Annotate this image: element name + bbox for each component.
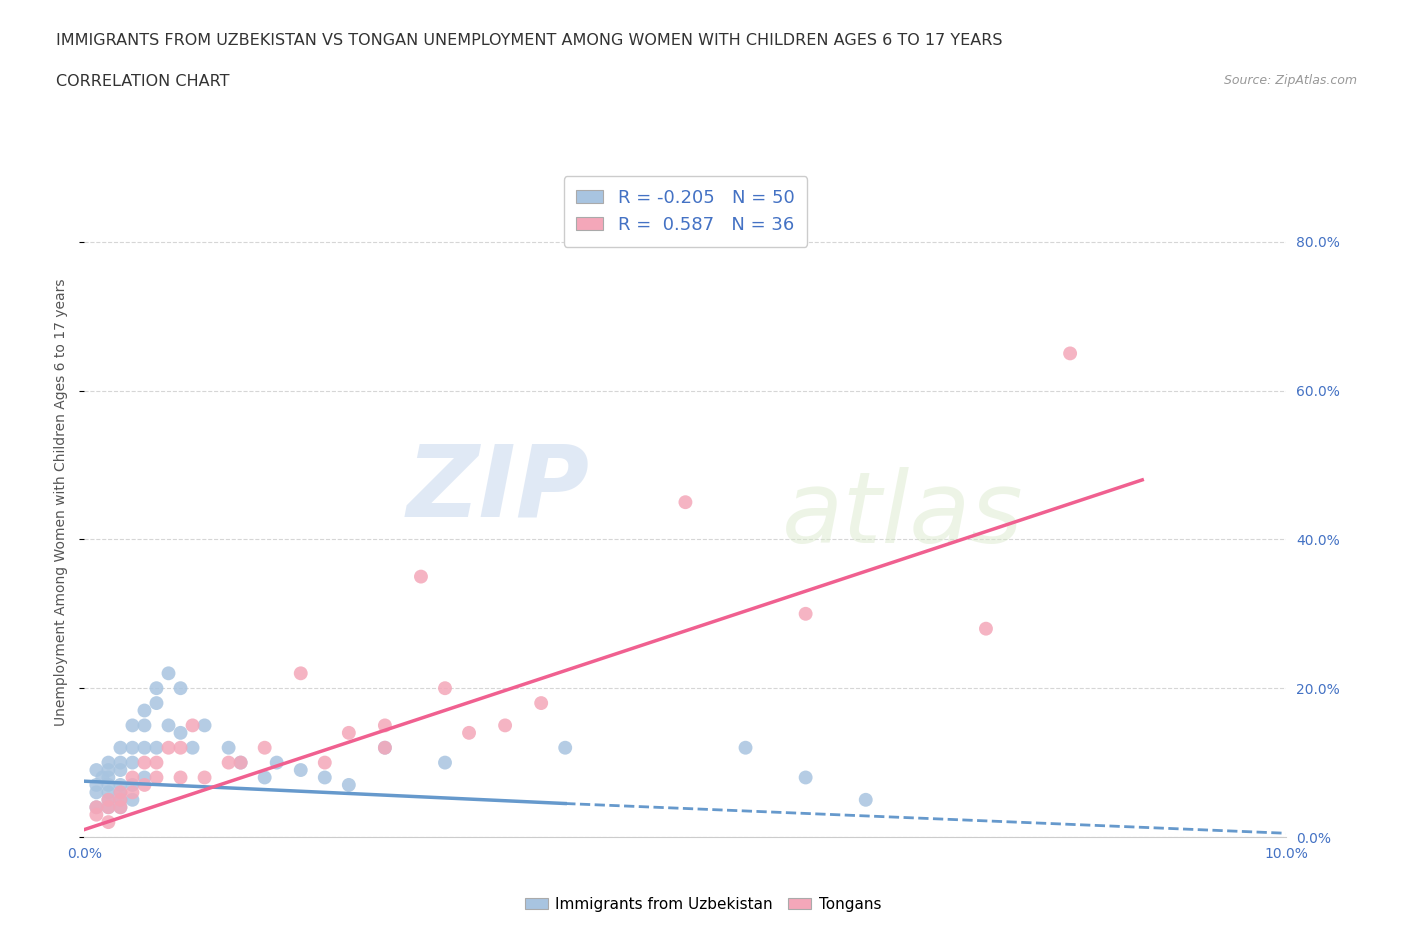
Legend: Immigrants from Uzbekistan, Tongans: Immigrants from Uzbekistan, Tongans <box>519 891 887 918</box>
Point <box>110 800 132 815</box>
Y-axis label: Unemployment Among Women with Children Ages 6 to 17 years: Unemployment Among Women with Children A… <box>53 278 67 726</box>
Point <box>145 696 167 711</box>
Point <box>110 777 132 792</box>
Text: CORRELATION CHART: CORRELATION CHART <box>56 74 229 89</box>
Point <box>229 755 252 770</box>
Point <box>86 785 108 800</box>
Point <box>794 606 817 621</box>
Point <box>86 800 108 815</box>
Point <box>134 770 156 785</box>
Point <box>97 770 120 785</box>
Point <box>253 770 276 785</box>
Point <box>409 569 432 584</box>
Point <box>145 681 167 696</box>
Point <box>554 740 576 755</box>
Point <box>337 725 360 740</box>
Point <box>675 495 697 510</box>
Point <box>121 740 143 755</box>
Point <box>86 807 108 822</box>
Point <box>110 785 132 800</box>
Point <box>97 800 120 815</box>
Point <box>218 755 240 770</box>
Point <box>1059 346 1081 361</box>
Point <box>86 777 108 792</box>
Point <box>290 666 312 681</box>
Point <box>121 792 143 807</box>
Point <box>110 755 132 770</box>
Point <box>266 755 288 770</box>
Point <box>97 755 120 770</box>
Point <box>374 740 396 755</box>
Point <box>97 763 120 777</box>
Point <box>134 777 156 792</box>
Point <box>97 800 120 815</box>
Point <box>194 718 217 733</box>
Legend: R = -0.205   N = 50, R =  0.587   N = 36: R = -0.205 N = 50, R = 0.587 N = 36 <box>564 177 807 246</box>
Point <box>337 777 360 792</box>
Point <box>110 785 132 800</box>
Point <box>855 792 877 807</box>
Text: Source: ZipAtlas.com: Source: ZipAtlas.com <box>1223 74 1357 87</box>
Point <box>121 777 143 792</box>
Point <box>974 621 997 636</box>
Point <box>110 763 132 777</box>
Text: IMMIGRANTS FROM UZBEKISTAN VS TONGAN UNEMPLOYMENT AMONG WOMEN WITH CHILDREN AGES: IMMIGRANTS FROM UZBEKISTAN VS TONGAN UNE… <box>56 33 1002 47</box>
Point <box>134 755 156 770</box>
Point <box>530 696 553 711</box>
Point <box>494 718 516 733</box>
Point <box>121 770 143 785</box>
Point <box>169 770 191 785</box>
Point <box>181 718 204 733</box>
Text: ZIP: ZIP <box>406 440 589 538</box>
Point <box>253 740 276 755</box>
Point <box>434 755 457 770</box>
Point <box>314 755 336 770</box>
Point <box>794 770 817 785</box>
Point <box>374 718 396 733</box>
Point <box>157 740 180 755</box>
Point <box>86 800 108 815</box>
Point <box>218 740 240 755</box>
Point <box>458 725 481 740</box>
Point <box>157 718 180 733</box>
Point <box>110 792 132 807</box>
Point <box>229 755 252 770</box>
Point <box>97 815 120 830</box>
Point <box>290 763 312 777</box>
Point <box>194 770 217 785</box>
Point <box>734 740 756 755</box>
Point <box>97 792 120 807</box>
Point <box>110 800 132 815</box>
Point <box>91 770 114 785</box>
Text: atlas: atlas <box>782 467 1024 565</box>
Point <box>145 755 167 770</box>
Point <box>314 770 336 785</box>
Point <box>86 763 108 777</box>
Point <box>134 718 156 733</box>
Point <box>97 777 120 792</box>
Point <box>169 681 191 696</box>
Point <box>169 725 191 740</box>
Point <box>145 770 167 785</box>
Point <box>181 740 204 755</box>
Point <box>145 740 167 755</box>
Point <box>134 740 156 755</box>
Point <box>110 740 132 755</box>
Point <box>169 740 191 755</box>
Point <box>157 666 180 681</box>
Point <box>110 792 132 807</box>
Point <box>121 755 143 770</box>
Point <box>121 785 143 800</box>
Point <box>121 718 143 733</box>
Point <box>97 785 120 800</box>
Point <box>374 740 396 755</box>
Point <box>134 703 156 718</box>
Point <box>434 681 457 696</box>
Point <box>97 792 120 807</box>
